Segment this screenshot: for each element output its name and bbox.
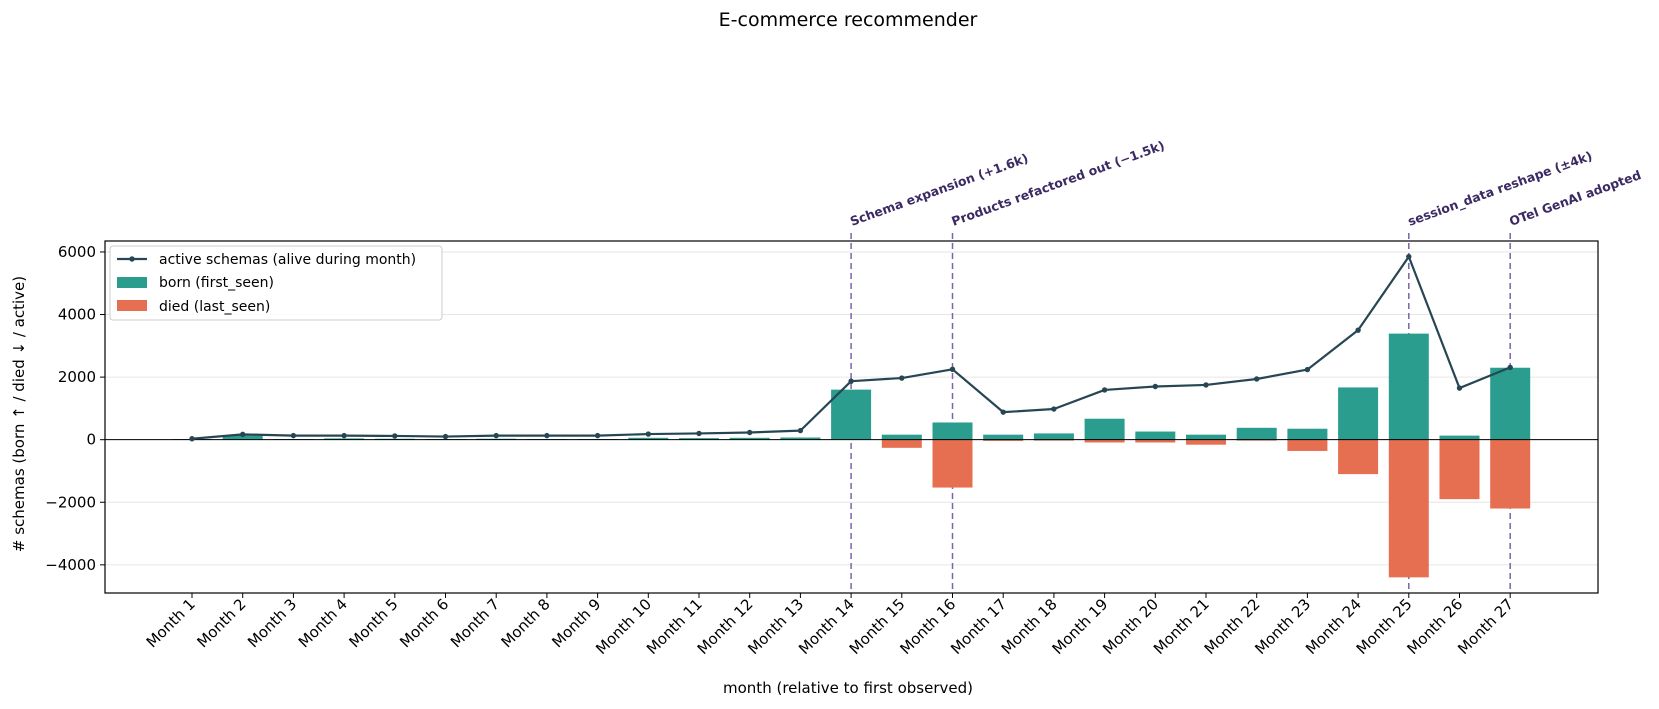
- bar-died: [1135, 439, 1176, 443]
- x-tick-label: Month 8: [498, 595, 554, 651]
- bar-born: [679, 438, 719, 440]
- bar-born: [1439, 435, 1480, 440]
- bar-born: [324, 438, 365, 440]
- bar-born: [628, 437, 669, 440]
- active-point: [442, 433, 449, 440]
- bar-born: [831, 389, 872, 440]
- bar-died: [932, 439, 973, 488]
- active-point: [1254, 376, 1260, 382]
- bar-born: [1033, 433, 1074, 440]
- legend-label-active: active schemas (alive during month): [159, 252, 416, 268]
- active-series: [189, 253, 1513, 442]
- active-point: [1203, 382, 1209, 388]
- bar-died: [983, 439, 1024, 441]
- y-tick-label: 4000: [58, 306, 96, 324]
- bar-born: [1135, 431, 1176, 440]
- bar-born: [932, 422, 973, 440]
- bar-died: [1338, 439, 1379, 475]
- bar-born: [1084, 418, 1125, 440]
- bar-died: [1084, 439, 1125, 443]
- active-point: [1406, 253, 1412, 260]
- bar-born: [780, 437, 821, 440]
- active-point: [1304, 366, 1311, 373]
- active-point: [1051, 406, 1057, 412]
- active-point: [747, 429, 753, 436]
- x-tick-label: Month 6: [396, 595, 452, 651]
- legend-swatch-born: [117, 277, 147, 288]
- active-point: [1152, 383, 1159, 390]
- active-point: [696, 430, 702, 437]
- y-axis: −4000 −2000 0 2000 4000 6000: [45, 243, 105, 574]
- x-tick-label: Month 5: [346, 595, 402, 651]
- bar-born: [729, 437, 770, 440]
- active-point: [493, 432, 499, 439]
- active-point: [594, 432, 601, 439]
- active-point: [797, 427, 804, 434]
- active-point: [341, 432, 347, 439]
- active-point: [949, 366, 956, 372]
- x-axis-title: month (relative to first observed): [723, 679, 973, 697]
- bar-born: [1236, 427, 1277, 440]
- bar-died: [1186, 439, 1226, 445]
- y-axis-title: # schemas (born ↑ / died ↓ / active): [10, 276, 28, 552]
- x-tick-label: Month 2: [193, 595, 249, 651]
- bar-born: [1338, 387, 1379, 440]
- bar-died: [881, 439, 922, 448]
- bar-born: [983, 434, 1024, 440]
- active-point: [290, 432, 297, 439]
- active-point: [848, 378, 854, 384]
- event-label: Products refactored out (−1.5k): [949, 138, 1166, 229]
- y-tick-label: 0: [86, 431, 96, 449]
- x-tick-label: Month 4: [295, 595, 351, 651]
- active-point: [240, 431, 246, 438]
- event-label: Schema expansion (+1.6k): [848, 150, 1030, 229]
- bar-died: [1388, 439, 1429, 578]
- chart-title: E-commerce recommender: [719, 9, 978, 31]
- y-tick-label: 6000: [58, 243, 96, 261]
- legend-label-died: died (last_seen): [159, 299, 270, 315]
- bar-born: [222, 434, 263, 440]
- active-point: [1355, 327, 1361, 333]
- legend-label-born: born (first_seen): [159, 275, 274, 291]
- bar-born: [1490, 367, 1531, 440]
- bar-died: [1287, 439, 1328, 451]
- legend-line-marker: [129, 256, 135, 262]
- event-annotations: Schema expansion (+1.6k)Products refacto…: [848, 138, 1643, 230]
- active-point: [645, 431, 651, 437]
- bar-born: [1388, 333, 1429, 440]
- y-tick-label: −2000: [45, 493, 96, 511]
- bar-born: [1186, 434, 1226, 440]
- x-tick-label: Month 27: [1454, 595, 1517, 658]
- active-point: [392, 433, 398, 439]
- y-tick-label: 2000: [58, 368, 96, 386]
- active-point: [544, 432, 550, 439]
- x-tick-label: Month 3: [244, 595, 300, 651]
- active-point: [189, 436, 195, 442]
- bar-born: [881, 434, 922, 440]
- active-point: [1507, 364, 1513, 371]
- active-point: [899, 375, 905, 381]
- legend: active schemas (alive during month) born…: [109, 245, 443, 321]
- bar-died: [1490, 439, 1531, 509]
- x-tick-label: Month 1: [143, 595, 199, 651]
- bar-born: [1287, 428, 1328, 440]
- event-label: session_data reshape (±4k): [1406, 148, 1595, 230]
- y-tick-label: −4000: [45, 556, 96, 574]
- x-tick-label: Month 7: [447, 595, 503, 651]
- bar-died: [1439, 439, 1480, 500]
- active-point: [1101, 387, 1108, 393]
- active-point: [1456, 385, 1463, 391]
- active-point: [1000, 409, 1006, 415]
- legend-swatch-died: [117, 300, 147, 311]
- legend-box: [109, 245, 443, 321]
